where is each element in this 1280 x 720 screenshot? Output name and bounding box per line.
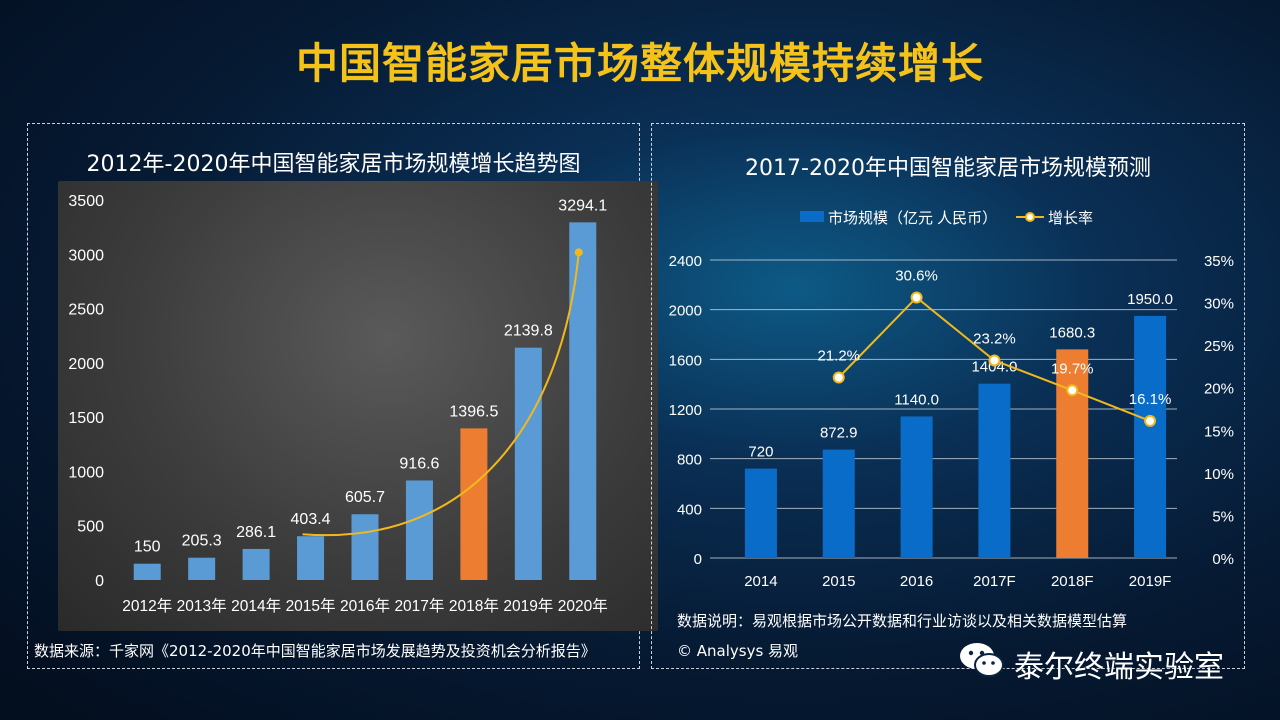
x-tick-label: 2016年 <box>340 597 390 615</box>
bar <box>900 416 933 558</box>
x-tick-label: 2018F <box>1051 573 1094 590</box>
x-tick-label: 2013年 <box>177 597 227 615</box>
y-tick-label: 500 <box>77 519 104 536</box>
wechat-watermark: 泰尔终端实验室 <box>958 636 1258 688</box>
data-label: 605.7 <box>345 489 385 506</box>
bar <box>514 347 542 580</box>
y-tick-label: 2500 <box>68 302 104 319</box>
data-label: 872.9 <box>820 425 858 442</box>
y-tick-label: 1500 <box>68 410 104 427</box>
legend-label: 增长率 <box>1048 210 1093 227</box>
x-tick-label: 2019F <box>1129 573 1172 590</box>
main-title: 中国智能家居市场整体规模持续增长 <box>295 39 984 88</box>
y-tick-label: 800 <box>677 452 702 469</box>
y-tick-label: 3500 <box>68 193 104 210</box>
growth-label: 19.7% <box>1051 360 1094 377</box>
y2-tick-label: 20% <box>1204 381 1234 398</box>
growth-label: 23.2% <box>973 330 1016 347</box>
y2-tick-label: 0% <box>1212 551 1234 568</box>
watermark-text: 泰尔终端实验室 <box>1014 650 1224 685</box>
left-chart-title: 2012年-2020年中国智能家居市场规模增长趋势图 <box>86 152 581 177</box>
growth-label: 21.2% <box>817 347 860 364</box>
bar <box>405 480 433 580</box>
x-tick-label: 2014 <box>744 573 777 590</box>
x-tick-label: 2018年 <box>449 597 499 615</box>
legend-swatch-bar <box>800 211 824 222</box>
data-label: 916.6 <box>399 455 439 472</box>
y-tick-label: 0 <box>95 573 104 590</box>
y-tick-label: 2000 <box>669 303 702 320</box>
bar <box>1134 315 1167 558</box>
right-combo-chart: 0 400 800 1200 1600 2000 2400 0% 5% 10% 15% 20% 25% 3… <box>669 210 1234 590</box>
x-tick-label: 2019年 <box>503 597 553 615</box>
x-tick-label: 2017F <box>973 573 1016 590</box>
right-copyright: © Analysys 易观 <box>677 642 799 660</box>
left-chart-panel: 2012年-2020年中国智能家居市场规模增长趋势图 0 500 1000 1500 2… <box>27 123 658 669</box>
trend-line <box>302 252 580 537</box>
y-tick-label: 1600 <box>669 352 702 369</box>
right-data-note: 数据说明：易观根据市场公开数据和行业访谈以及相关数据模型估算 <box>677 612 1128 630</box>
trend-end-point <box>574 248 583 257</box>
data-label: 286.1 <box>236 524 276 541</box>
x-tick-label: 2020年 <box>558 597 608 615</box>
y2-tick-label: 5% <box>1212 508 1234 525</box>
bar <box>460 428 488 580</box>
y-tick-label: 3000 <box>68 247 104 264</box>
data-label: 150 <box>134 539 161 556</box>
y-tick-label: 0 <box>694 551 702 568</box>
data-label: 1396.5 <box>449 403 498 420</box>
legend-swatch-marker <box>1025 212 1035 222</box>
y2-tick-label: 35% <box>1204 253 1234 270</box>
data-label: 1404.0 <box>971 359 1017 376</box>
wechat-icon <box>960 643 1004 677</box>
y2-tick-label: 15% <box>1204 423 1234 440</box>
y-tick-label: 2400 <box>669 253 702 270</box>
y-tick-label: 1200 <box>669 402 702 419</box>
data-label: 1680.3 <box>1049 324 1095 341</box>
bar <box>744 468 777 558</box>
right-chart-title: 2017-2020年中国智能家居市场规模预测 <box>745 156 1151 181</box>
y2-tick-label: 25% <box>1204 338 1234 355</box>
growth-label: 30.6% <box>895 267 938 284</box>
bar <box>297 536 325 580</box>
y2-tick-label: 30% <box>1204 296 1234 313</box>
data-label: 720 <box>748 444 773 461</box>
data-label: 1140.0 <box>894 391 939 408</box>
x-tick-label: 2015 <box>822 573 855 590</box>
bar <box>569 222 597 580</box>
legend-label: 市场规模（亿元 人民币） <box>828 210 997 227</box>
left-bar-chart: 0 500 1000 1500 2000 2500 3000 3500 150 2012年 205.… <box>68 193 608 615</box>
x-tick-label: 2012年 <box>122 597 172 615</box>
bar <box>242 548 270 580</box>
left-source-note: 数据来源：千家网《2012-2020年中国智能家居市场发展趋势及投资机会分析报告… <box>34 642 596 660</box>
bar <box>822 449 855 558</box>
data-label: 3294.1 <box>558 197 607 214</box>
bar <box>978 383 1011 558</box>
bar <box>133 563 161 580</box>
x-tick-label: 2015年 <box>286 597 336 615</box>
y-tick-label: 1000 <box>68 464 104 481</box>
bar <box>1056 349 1089 558</box>
growth-point <box>988 354 1001 367</box>
growth-point <box>910 291 923 304</box>
x-tick-label: 2016 <box>900 573 933 590</box>
y-tick-label: 400 <box>677 501 702 518</box>
data-label: 2139.8 <box>504 323 553 340</box>
data-label: 1950.0 <box>1127 291 1173 308</box>
growth-point <box>1066 384 1079 397</box>
y-tick-label: 2000 <box>68 356 104 373</box>
x-tick-label: 2017年 <box>394 597 444 615</box>
data-label: 403.4 <box>291 511 331 528</box>
growth-point <box>832 371 845 384</box>
bar <box>188 557 216 580</box>
y2-tick-label: 10% <box>1204 466 1234 483</box>
growth-point <box>1144 414 1157 427</box>
right-chart-panel: 2017-2020年中国智能家居市场规模预测 0 400 800 1200 1600 20… <box>651 123 1245 669</box>
x-tick-label: 2014年 <box>231 597 281 615</box>
data-label: 205.3 <box>182 533 222 550</box>
bar <box>351 514 379 580</box>
growth-label: 16.1% <box>1129 391 1172 408</box>
